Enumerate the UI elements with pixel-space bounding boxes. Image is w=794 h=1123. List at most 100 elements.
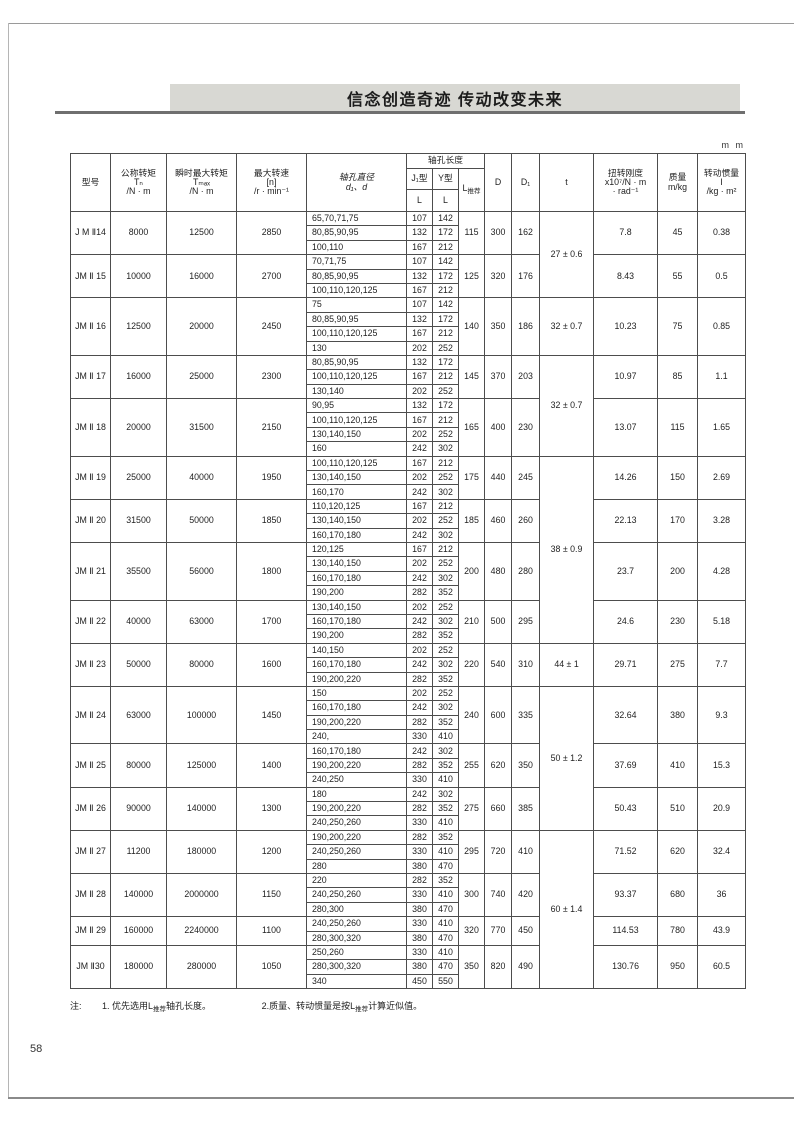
cell-nominal-torque: 11200 — [110, 829, 167, 874]
cell-j1-length: 380 — [406, 858, 433, 874]
cell-bore-diameters: 340 — [306, 973, 407, 990]
cell-l-recommended: 350 — [457, 944, 486, 990]
header-y-L: L — [432, 189, 459, 212]
cell-j1-length: 282 — [406, 801, 433, 817]
cell-model: JM Ⅱ 18 — [70, 398, 111, 457]
cell-y-length: 212 — [432, 498, 459, 515]
cell-y-length: 410 — [432, 729, 459, 745]
cell-mass: 115 — [657, 398, 699, 457]
cell-j1-length: 202 — [406, 599, 433, 615]
cell-l-recommended: 295 — [457, 829, 486, 874]
table-row: 100,110,120,125 167 212 — [71, 369, 746, 385]
cell-max-speed: 1300 — [236, 786, 307, 831]
table-row: 160,170 242 302 — [71, 484, 746, 500]
cell-max-speed: 1850 — [236, 498, 307, 543]
cell-bore-diameters: 80,85,90,95 — [306, 354, 407, 371]
cell-bore-diameters: 75 — [306, 297, 407, 313]
cell-mass: 45 — [657, 210, 699, 256]
cell-j1-length: 282 — [406, 628, 433, 644]
cell-j1-length: 282 — [406, 585, 433, 601]
cell-D: 480 — [484, 541, 513, 601]
cell-model: JM Ⅱ 20 — [70, 498, 111, 543]
cell-max-speed: 2850 — [236, 210, 307, 256]
cell-l-recommended: 210 — [457, 599, 486, 644]
cell-bore-diameters: 190,200 — [306, 585, 407, 601]
cell-nominal-torque: 40000 — [110, 599, 167, 644]
cell-y-length: 142 — [432, 297, 459, 313]
cell-stiffness: 37.69 — [593, 743, 659, 788]
header-j1-type: J₁型 — [406, 168, 433, 190]
cell-max-speed: 1400 — [236, 743, 307, 788]
cell-j1-length: 167 — [406, 326, 433, 342]
table-row: JM Ⅱ 17 16000 25000 2300 80,85,90,95 132 172 14… — [70, 354, 747, 457]
cell-D1: 420 — [511, 872, 541, 918]
cell-bore-diameters: 80,85,90,95 — [306, 311, 407, 328]
cell-l-recommended: 165 — [457, 398, 486, 457]
cell-j1-length: 330 — [406, 916, 433, 932]
footnote-item-1: 1. 优先选用L推荐轴孔长度。 — [102, 1001, 212, 1013]
cell-j1-length: 202 — [406, 556, 433, 572]
cell-y-length: 252 — [432, 340, 459, 356]
cell-D1: 295 — [511, 599, 541, 644]
cell-j1-length: 282 — [406, 872, 433, 889]
cell-D: 660 — [484, 786, 513, 831]
cell-j1-length: 242 — [406, 657, 433, 673]
cell-y-length: 252 — [432, 556, 459, 572]
cell-bore-diameters: 130,140,150 — [306, 513, 407, 529]
cell-y-length: 352 — [432, 585, 459, 601]
header-l-recommended: L推荐 — [457, 168, 486, 212]
cell-bore-diameters: 160,170,180 — [306, 657, 407, 673]
cell-D: 620 — [484, 743, 513, 788]
cell-bore-diameters: 65,70,71,75 — [306, 210, 407, 227]
cell-max-speed: 1050 — [236, 944, 307, 990]
cell-j1-length: 380 — [406, 930, 433, 946]
cell-max-torque: 50000 — [166, 498, 237, 543]
cell-j1-length: 282 — [406, 757, 433, 774]
cell-bore-diameters: 240,250 — [306, 772, 407, 788]
cell-l-recommended: 175 — [457, 455, 486, 500]
cell-j1-length: 202 — [406, 383, 433, 400]
cell-y-length: 302 — [432, 527, 459, 543]
cell-y-length: 302 — [432, 700, 459, 716]
cell-y-length: 352 — [432, 829, 459, 846]
cell-model: JM Ⅱ 22 — [70, 599, 111, 644]
table-row: JM Ⅱ 25 80000 125000 1400 160,170,180 242 302 2… — [70, 743, 747, 788]
footnote-label: 注: — [70, 1001, 82, 1011]
cell-model: JM Ⅱ 27 — [70, 829, 111, 874]
cell-stiffness: 50.43 — [593, 786, 659, 831]
cell-y-length: 172 — [432, 311, 459, 328]
cell-max-speed: 1700 — [236, 599, 307, 644]
cell-max-torque: 140000 — [166, 786, 237, 831]
header-y-type: Y型 — [432, 168, 459, 190]
cell-model: JM Ⅱ 26 — [70, 786, 111, 831]
cell-y-length: 410 — [432, 916, 459, 932]
cell-l-recommended: 140 — [457, 297, 486, 356]
cell-D: 440 — [484, 455, 513, 500]
cell-max-torque: 180000 — [166, 829, 237, 874]
table-row: 100,110,120,125 167 212 — [71, 282, 746, 299]
table-row: JM Ⅱ 24 63000 100000 1450 150 202 252 240 600 335… — [70, 685, 747, 831]
cell-inertia: 36 — [697, 872, 747, 918]
cell-mass: 55 — [657, 254, 699, 299]
cell-y-length: 252 — [432, 426, 459, 443]
cell-model: JM Ⅱ 25 — [70, 743, 111, 788]
cell-y-length: 302 — [432, 570, 459, 587]
cell-j1-length: 132 — [406, 225, 433, 241]
cell-bore-diameters: 150 — [306, 685, 407, 702]
cell-l-recommended: 255 — [457, 743, 486, 788]
cell-t: 60 ± 1.4 — [539, 829, 595, 990]
cell-inertia: 32.4 — [697, 829, 747, 874]
cell-inertia: 20.9 — [697, 786, 747, 831]
cell-bore-diameters: 240,250,260 — [306, 887, 407, 903]
cell-stiffness: 32.64 — [593, 685, 659, 745]
cell-j1-length: 242 — [406, 613, 433, 630]
cell-D: 370 — [484, 354, 513, 400]
cell-bore-diameters: 190,200,220 — [306, 671, 407, 687]
cell-nominal-torque: 180000 — [110, 944, 167, 990]
cell-nominal-torque: 35500 — [110, 541, 167, 601]
header-torsional-stiffness: 扭转刚度 x10⁷/N · m · rad⁻¹ — [593, 153, 659, 212]
cell-mass: 85 — [657, 354, 699, 400]
cell-j1-length: 242 — [406, 786, 433, 803]
table-row: 240,250,260 330 410 — [71, 887, 746, 903]
cell-max-speed: 2700 — [236, 254, 307, 299]
